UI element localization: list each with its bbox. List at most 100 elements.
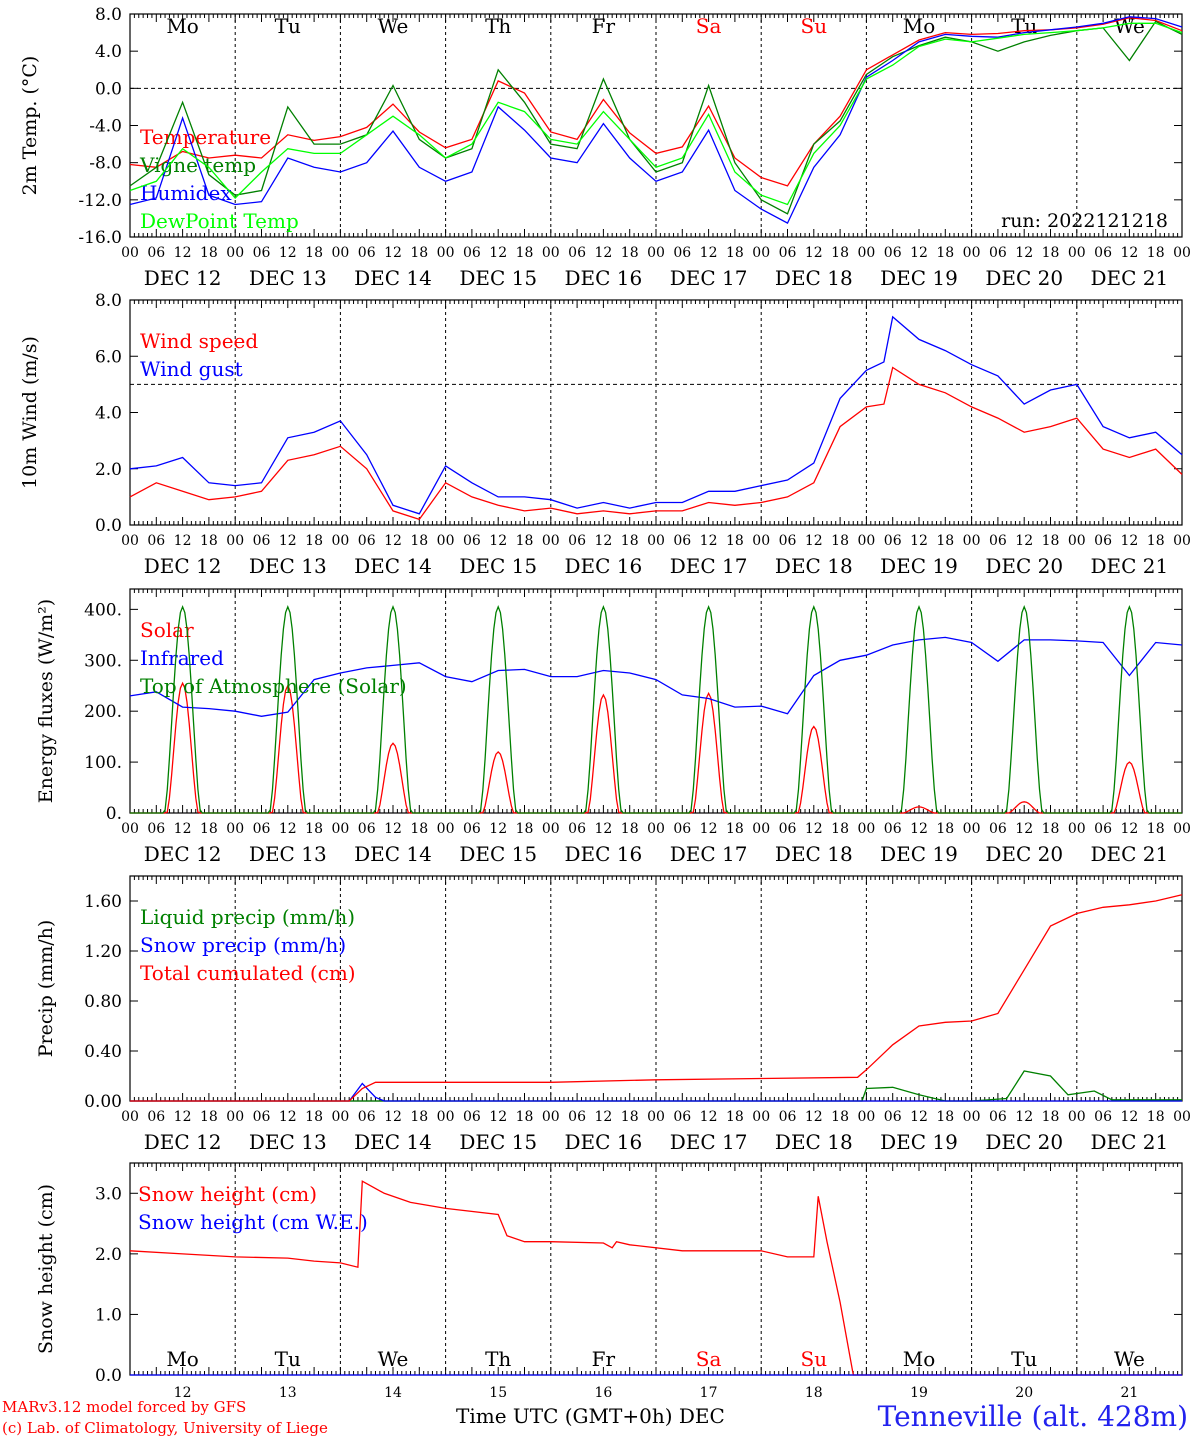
hour-tick-label: 06: [463, 245, 481, 261]
day-number-label: 14: [384, 1385, 402, 1401]
series-line-liquid-precip-mm-h-: [130, 1070, 1182, 1102]
hour-tick-label: 18: [305, 533, 323, 549]
hour-tick-label: 12: [1120, 533, 1138, 549]
legend-entry: Wind speed: [140, 329, 258, 353]
hour-tick-label: 18: [305, 245, 323, 261]
weekday-label: Mo: [166, 14, 199, 38]
hour-tick-label: 00: [752, 245, 770, 261]
hour-tick-label: 12: [1120, 1109, 1138, 1125]
y-tick-label: 8.0: [95, 5, 122, 25]
hour-tick-label: 18: [621, 245, 639, 261]
hour-tick-label: 18: [726, 533, 744, 549]
hour-tick-label: 12: [384, 245, 402, 261]
date-label: DEC 19: [880, 1130, 958, 1154]
hour-tick-label: 06: [568, 533, 586, 549]
hour-tick-label: 00: [1068, 1109, 1086, 1125]
hour-tick-label: 06: [673, 533, 691, 549]
run-label: run: 2022121218: [1001, 210, 1168, 232]
hour-tick-label: 00: [331, 821, 349, 837]
y-tick-label: 4.0: [95, 42, 122, 62]
hour-tick-label: 00: [121, 533, 139, 549]
hour-tick-label: 06: [779, 821, 797, 837]
hour-tick-label: 00: [121, 821, 139, 837]
hour-tick-label: 00: [226, 245, 244, 261]
hour-tick-label: 18: [410, 245, 428, 261]
hour-tick-label: 00: [226, 1109, 244, 1125]
y-tick-label: -8.0: [89, 154, 122, 174]
station-name: Tenneville (alt. 428m): [877, 1400, 1188, 1433]
hour-tick-label: 06: [568, 1109, 586, 1125]
day-number-label: 17: [700, 1385, 718, 1401]
hour-tick-label: 18: [200, 821, 218, 837]
hour-tick-label: 00: [857, 821, 875, 837]
date-label: DEC 16: [565, 266, 643, 290]
hour-tick-label: 18: [936, 1109, 954, 1125]
hour-tick-label: 12: [384, 533, 402, 549]
y-tick-label: 1.60: [84, 892, 122, 912]
day-number-label: 16: [594, 1385, 612, 1401]
series-line-vigne-temp: [129, 20, 1183, 215]
hour-tick-label: 12: [1015, 1109, 1033, 1125]
hour-tick-label: 18: [1147, 533, 1165, 549]
y-axis-label: Energy fluxes (W/m²): [35, 599, 57, 803]
day-number-label: 21: [1120, 1385, 1138, 1401]
hour-tick-label: 12: [279, 821, 297, 837]
date-label: DEC 17: [670, 1130, 748, 1154]
hour-tick-label: 12: [174, 245, 192, 261]
plot-frame-2: [129, 299, 1183, 526]
hour-tick-label: 06: [673, 821, 691, 837]
hour-tick-label: 00: [437, 533, 455, 549]
hour-tick-label: 18: [516, 533, 534, 549]
hour-tick-label: 06: [463, 533, 481, 549]
legend-entry: Solar: [140, 618, 194, 642]
hour-tick-label: 06: [989, 1109, 1007, 1125]
date-label: DEC 12: [144, 842, 222, 866]
date-label: DEC 15: [459, 842, 537, 866]
y-tick-label: 6.0: [95, 347, 122, 367]
date-label: DEC 21: [1091, 842, 1169, 866]
hour-tick-label: 00: [1173, 533, 1191, 549]
hour-tick-label: 12: [384, 821, 402, 837]
hour-tick-label: 18: [410, 1109, 428, 1125]
hour-tick-label: 12: [594, 1109, 612, 1125]
hour-tick-label: 12: [1015, 533, 1033, 549]
hour-tick-label: 06: [989, 533, 1007, 549]
hour-tick-label: 12: [910, 533, 928, 549]
date-label: DEC 20: [985, 842, 1063, 866]
weekday-label: Sa: [696, 1347, 722, 1371]
hour-tick-label: 12: [910, 245, 928, 261]
hour-tick-label: 12: [700, 245, 718, 261]
hour-tick-label: 00: [647, 821, 665, 837]
legend-entry: Temperature: [140, 125, 271, 149]
hour-tick-label: 18: [1042, 821, 1060, 837]
date-label: DEC 16: [565, 1130, 643, 1154]
day-number-label: 13: [279, 1385, 297, 1401]
y-tick-label: 0.00: [84, 1092, 122, 1112]
weekday-label: Su: [801, 14, 828, 38]
hour-tick-label: 18: [1042, 245, 1060, 261]
weekday-label: Th: [485, 14, 511, 38]
x-axis-title-text: Time UTC (GMT+0h): [456, 1404, 673, 1428]
hour-tick-label: 06: [253, 1109, 271, 1125]
y-tick-label: 2.0: [95, 460, 122, 480]
plot-frame-3: [129, 588, 1183, 814]
hour-tick-label: 00: [963, 533, 981, 549]
legend-entry: Top of Atmosphere (Solar): [140, 674, 407, 698]
hour-tick-label: 18: [621, 821, 639, 837]
hour-tick-label: 00: [857, 533, 875, 549]
date-label: DEC 18: [775, 554, 853, 578]
hour-tick-label: 00: [1068, 821, 1086, 837]
series-line-snow-height-cm-: [129, 1180, 1182, 1376]
lab-credit: (c) Lab. of Climatology, University of L…: [2, 1419, 328, 1437]
x-axis-month: DEC: [678, 1404, 725, 1428]
date-label: DEC 16: [565, 842, 643, 866]
hour-tick-label: 12: [1015, 245, 1033, 261]
date-label: DEC 15: [459, 266, 537, 290]
hour-tick-label: 06: [779, 533, 797, 549]
hour-tick-label: 00: [1068, 245, 1086, 261]
hour-tick-label: 06: [253, 533, 271, 549]
date-label: DEC 15: [459, 1130, 537, 1154]
date-label: DEC 17: [670, 842, 748, 866]
hour-tick-label: 06: [989, 245, 1007, 261]
hour-tick-label: 18: [305, 821, 323, 837]
